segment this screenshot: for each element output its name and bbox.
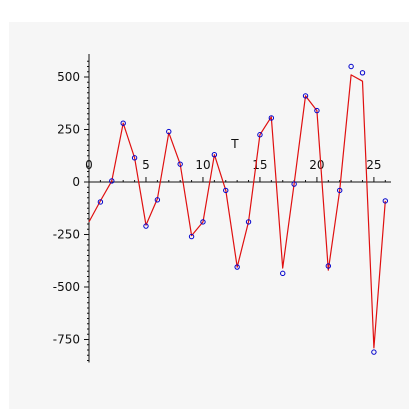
data-point (268, 115, 275, 121)
data-point (257, 132, 263, 138)
data-point (234, 264, 240, 270)
y-tick-label: -750 (53, 333, 80, 347)
data-point (291, 181, 297, 187)
y-tick-label: -250 (53, 228, 80, 242)
x-tick-label: 5 (142, 158, 150, 172)
curve-layer (88, 74, 386, 349)
chart-panel (9, 22, 409, 409)
data-point (359, 70, 366, 76)
data-point (280, 270, 286, 277)
data-point (188, 233, 195, 240)
x-tick-label: 20 (309, 158, 324, 172)
x-tick-label: 15 (252, 158, 267, 172)
axes: 500 250 0 -250 -500 -750 0 5 10 15 20 25 (53, 54, 391, 363)
labels-layer: T (230, 137, 239, 151)
data-point (245, 219, 252, 225)
x-tick-label: 25 (366, 158, 381, 172)
data-point (302, 93, 309, 99)
data-point (166, 128, 172, 135)
y-tick-label: -500 (53, 280, 80, 294)
data-point (371, 349, 377, 355)
data-point (337, 187, 343, 194)
data-point (97, 199, 104, 205)
y-tick-label: 250 (57, 123, 80, 137)
data-point (131, 155, 138, 161)
data-point (325, 263, 332, 269)
x-tick-label: 10 (195, 158, 210, 172)
data-point (211, 152, 218, 158)
points-layer (97, 63, 389, 355)
data-point (382, 198, 389, 204)
data-point (120, 120, 126, 126)
data-point (200, 219, 206, 225)
data-point (109, 178, 115, 184)
data-point (348, 63, 354, 70)
y-tick-label: 0 (72, 175, 80, 189)
data-point (177, 161, 183, 167)
data-point (154, 197, 161, 203)
x-axis-label: T (230, 137, 239, 151)
data-point (223, 187, 229, 194)
y-tick-label: 500 (57, 70, 80, 84)
x-tick-label: 0 (85, 158, 93, 172)
series-line (88, 74, 386, 349)
data-point (314, 107, 320, 114)
data-point (143, 223, 149, 229)
